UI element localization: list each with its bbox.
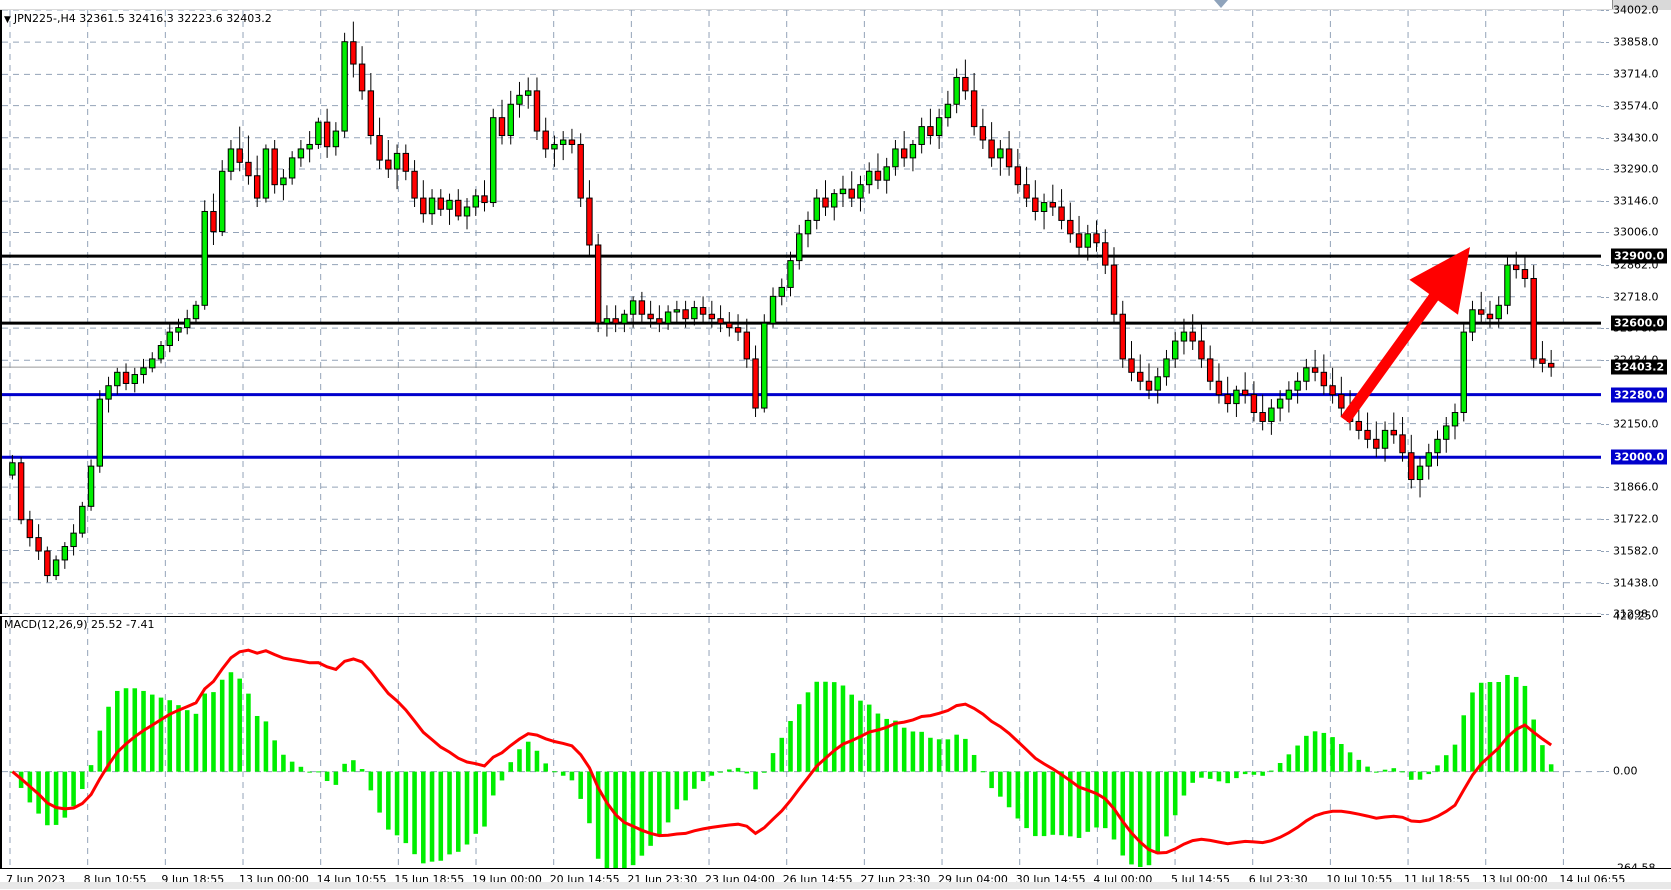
price-axis-tick <box>1601 296 1609 298</box>
price-axis-tick <box>1601 137 1609 139</box>
price-axis-tick <box>1601 264 1609 266</box>
price-axis-tick <box>1601 614 1609 615</box>
price-axis-tick-label: 31722.0 <box>1613 512 1659 526</box>
macd-axis-tick-label: 0.00 <box>1613 764 1638 778</box>
price-axis-tick-label: 34002.0 <box>1613 3 1659 17</box>
price-axis-tick <box>1601 423 1609 425</box>
price-axis-tick <box>1601 10 1609 11</box>
price-axis-tick <box>1601 201 1609 203</box>
chart-title-text: JPN225-,H4 32361.5 32416.3 32223.6 32403… <box>13 12 272 25</box>
price-axis-tick <box>1601 74 1609 76</box>
price-chart-panel[interactable] <box>0 10 1603 614</box>
price-axis-tick-label: 33714.0 <box>1613 67 1659 81</box>
price-axis-tick <box>1601 169 1609 171</box>
macd-label: MACD(12,26,9) 25.52 -7.41 <box>4 618 155 631</box>
chart-position-marker-icon <box>1214 0 1228 8</box>
price-axis-tick-label: 31582.0 <box>1613 544 1659 558</box>
price-axis-tick-label: 33574.0 <box>1613 99 1659 113</box>
scrollbar-thumb[interactable] <box>0 0 1613 9</box>
price-level-tag-32000-0[interactable]: 32000.0 <box>1611 449 1668 465</box>
price-axis-tick-label: 33858.0 <box>1613 35 1659 49</box>
price-level-tag-32280-0[interactable]: 32280.0 <box>1611 387 1668 403</box>
price-axis-tick <box>1601 550 1609 552</box>
price-axis-tick-label: 33290.0 <box>1613 162 1659 176</box>
macd-axis-tick <box>1601 770 1609 772</box>
price-axis-tick-label: 32150.0 <box>1613 417 1659 431</box>
price-axis-tick-label: 31866.0 <box>1613 480 1659 494</box>
price-axis-tick <box>1601 328 1609 330</box>
price-axis-tick <box>1601 232 1609 234</box>
price-level-tag-32900-0[interactable]: 32900.0 <box>1611 248 1668 264</box>
bottom-strip <box>0 882 1671 889</box>
price-level-tag-32600-0[interactable]: 32600.0 <box>1611 315 1668 331</box>
price-axis-tick <box>1601 582 1609 584</box>
price-axis[interactable]: 34002.0 33858.0 33714.0 33574.0 33430.0 33290… <box>1601 4 1671 875</box>
price-axis-tick-label: 33430.0 <box>1613 131 1659 145</box>
price-axis-tick-label: 31438.0 <box>1613 576 1659 590</box>
price-axis-tick-label: 31298.0 <box>1613 607 1659 621</box>
price-axis-tick <box>1601 42 1609 44</box>
price-axis-tick-label: 33006.0 <box>1613 225 1659 239</box>
price-axis-tick <box>1601 519 1609 521</box>
price-axis-tick-label: 32718.0 <box>1613 290 1659 304</box>
price-axis-tick-label: 33146.0 <box>1613 194 1659 208</box>
price-axis-tick <box>1601 105 1609 107</box>
macd-axis-tick-label: 420.25 <box>1613 609 1652 623</box>
dropdown-caret-icon[interactable]: ▼ <box>4 15 11 25</box>
price-axis-tick <box>1601 487 1609 489</box>
price-axis-tick <box>1601 360 1609 362</box>
price-level-tag-32403-2[interactable]: 32403.2 <box>1611 359 1668 375</box>
chart-title: ▼ JPN225-,H4 32361.5 32416.3 32223.6 3240… <box>4 12 272 25</box>
macd-indicator-panel[interactable] <box>0 616 1603 869</box>
